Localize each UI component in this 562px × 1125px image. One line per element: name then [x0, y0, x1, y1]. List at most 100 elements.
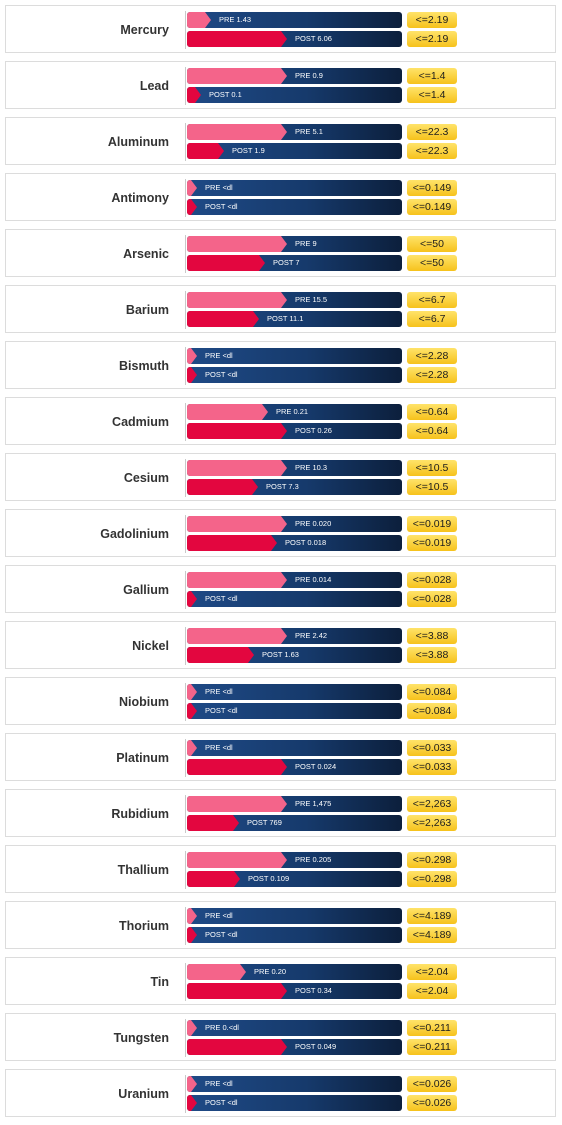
metal-name: Mercury	[120, 23, 169, 37]
limit-badge: <=4.189	[407, 927, 457, 943]
post-bar: POST <dl	[187, 367, 402, 383]
metal-row: Barium PRE 15.5 <=6.7 POST 11.1 <=6.7	[5, 285, 556, 333]
post-value-fill	[187, 759, 287, 775]
pre-bar: PRE 0.20	[187, 964, 402, 980]
limit-badge: <=0.019	[407, 516, 457, 532]
metal-row: Antimony PRE <dl <=0.149 POST <dl <=0.149	[5, 173, 556, 221]
pre-value-label: PRE <dl	[205, 743, 233, 752]
row-divider	[185, 627, 186, 665]
pre-bar: PRE <dl	[187, 180, 402, 196]
post-value-label: POST 11.1	[267, 314, 304, 323]
limit-badge: <=10.5	[407, 460, 457, 476]
post-bar: POST 0.1	[187, 87, 402, 103]
metal-row: Lead PRE 0.9 <=1.4 POST 0.1 <=1.4	[5, 61, 556, 109]
post-value-fill	[187, 535, 277, 551]
metal-name: Cesium	[123, 471, 169, 485]
pre-value-fill	[187, 796, 287, 812]
pre-value-fill	[187, 964, 246, 980]
post-value-label: POST 7	[273, 258, 300, 267]
pre-value-label: PRE <dl	[205, 351, 233, 360]
post-value-fill	[187, 479, 258, 495]
pre-value-fill	[187, 292, 287, 308]
pre-value-label: PRE 1,475	[295, 799, 332, 808]
post-bar: POST <dl	[187, 927, 402, 943]
post-value-label: POST 7.3	[266, 482, 299, 491]
limit-badge: <=0.211	[407, 1020, 457, 1036]
metal-row: Tin PRE 0.20 <=2.04 POST 0.34 <=2.04	[5, 957, 556, 1005]
limit-badge: <=2.04	[407, 964, 457, 980]
row-divider	[185, 459, 186, 497]
post-value-fill	[187, 647, 254, 663]
pre-bar: PRE 1,475	[187, 796, 402, 812]
pre-value-fill	[187, 852, 287, 868]
limit-badge: <=0.028	[407, 572, 457, 588]
row-divider	[185, 1075, 186, 1113]
limit-badge: <=2.19	[407, 31, 457, 47]
post-value-fill	[187, 423, 287, 439]
pre-value-label: PRE 9	[295, 239, 317, 248]
post-value-fill	[187, 983, 287, 999]
metal-name: Rubidium	[111, 807, 169, 821]
pre-value-label: PRE 10.3	[295, 463, 328, 472]
post-value-fill	[187, 367, 197, 383]
pre-value-fill	[187, 236, 287, 252]
row-divider	[185, 123, 186, 161]
row-divider	[185, 179, 186, 217]
metal-row: Cesium PRE 10.3 <=10.5 POST 7.3 <=10.5	[5, 453, 556, 501]
limit-badge: <=0.026	[407, 1095, 457, 1111]
limit-badge: <=2.28	[407, 367, 457, 383]
metal-name: Arsenic	[123, 247, 169, 261]
post-value-label: POST <dl	[205, 706, 238, 715]
post-bar: POST 0.34	[187, 983, 402, 999]
metal-name: Thallium	[117, 863, 169, 877]
limit-badge: <=6.7	[407, 311, 457, 327]
metal-name: Gallium	[123, 583, 169, 597]
metal-name: Tin	[150, 975, 169, 989]
pre-value-fill	[187, 404, 268, 420]
limit-badge: <=3.88	[407, 628, 457, 644]
pre-value-fill	[187, 740, 197, 756]
pre-value-label: PRE 0.20	[254, 967, 287, 976]
metal-name: Nickel	[132, 639, 169, 653]
row-divider	[185, 515, 186, 553]
metal-row: Aluminum PRE 5.1 <=22.3 POST 1.9 <=22.3	[5, 117, 556, 165]
metal-row: Nickel PRE 2.42 <=3.88 POST 1.63 <=3.88	[5, 621, 556, 669]
metal-name: Thorium	[119, 919, 169, 933]
post-bar: POST 0.018	[187, 535, 402, 551]
pre-value-fill	[187, 180, 197, 196]
limit-badge: <=50	[407, 255, 457, 271]
post-bar: POST <dl	[187, 703, 402, 719]
pre-value-label: PRE 0.21	[276, 407, 309, 416]
post-value-label: POST <dl	[205, 594, 238, 603]
pre-value-label: PRE 0.9	[295, 71, 323, 80]
post-value-label: POST <dl	[205, 930, 238, 939]
row-divider	[185, 67, 186, 105]
metal-row: Thorium PRE <dl <=4.189 POST <dl <=4.189	[5, 901, 556, 949]
limit-badge: <=0.026	[407, 1076, 457, 1092]
limit-badge: <=2,263	[407, 796, 457, 812]
post-value-label: POST 0.024	[295, 762, 337, 771]
post-value-fill	[187, 255, 265, 271]
pre-value-fill	[187, 68, 287, 84]
limit-badge: <=1.4	[407, 87, 457, 103]
post-bar: POST <dl	[187, 199, 402, 215]
post-value-fill	[187, 311, 259, 327]
metal-name: Antimony	[111, 191, 169, 205]
metal-row: Thallium PRE 0.205 <=0.298 POST 0.109 <=0.29…	[5, 845, 556, 893]
post-bar: POST 0.109	[187, 871, 402, 887]
post-value-label: POST 1.63	[262, 650, 299, 659]
limit-badge: <=0.084	[407, 703, 457, 719]
pre-value-label: PRE <dl	[205, 1079, 233, 1088]
limit-badge: <=22.3	[407, 124, 457, 140]
post-value-label: POST <dl	[205, 370, 238, 379]
pre-value-fill	[187, 684, 197, 700]
metal-row: Cadmium PRE 0.21 <=0.64 POST 0.26 <=0.64	[5, 397, 556, 445]
pre-bar: PRE <dl	[187, 908, 402, 924]
post-value-label: POST <dl	[205, 1098, 238, 1107]
post-value-label: POST <dl	[205, 202, 238, 211]
post-bar: POST 7	[187, 255, 402, 271]
pre-bar: PRE <dl	[187, 684, 402, 700]
metal-name: Niobium	[119, 695, 169, 709]
post-value-label: POST 769	[247, 818, 282, 827]
limit-badge: <=3.88	[407, 647, 457, 663]
